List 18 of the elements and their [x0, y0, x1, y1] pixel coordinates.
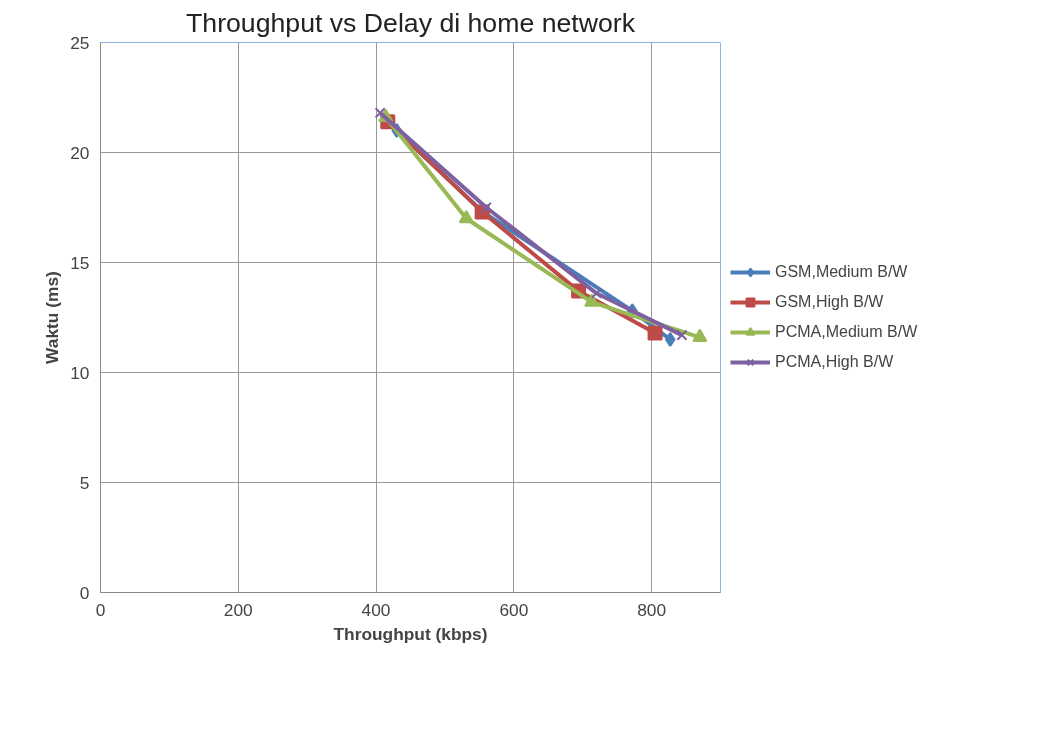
y-tick-label: 10	[70, 362, 90, 383]
y-tick-label: 15	[70, 252, 90, 273]
x-axis-title: Throughput (kbps)	[333, 623, 488, 644]
y-axis-title: Waktu (ms)	[42, 271, 63, 364]
legend-label: PCMA,Medium B/W	[775, 323, 918, 341]
y-tick-label: 5	[79, 472, 90, 493]
x-tick-label: 600	[499, 599, 529, 620]
y-tick-label: 25	[70, 32, 90, 53]
x-tick-label: 200	[223, 599, 253, 620]
chart-title: Throughput vs Delay di home network	[186, 7, 636, 38]
legend-label: PCMA,High B/W	[775, 353, 894, 371]
y-tick-label: 0	[79, 582, 90, 603]
x-tick-label: 0	[95, 599, 106, 620]
y-tick-label: 20	[70, 142, 90, 163]
legend-label: GSM,Medium B/W	[775, 263, 908, 281]
legend-label: GSM,High B/W	[775, 293, 884, 311]
x-tick-label: 800	[637, 599, 667, 620]
x-tick-label: 400	[361, 599, 391, 620]
